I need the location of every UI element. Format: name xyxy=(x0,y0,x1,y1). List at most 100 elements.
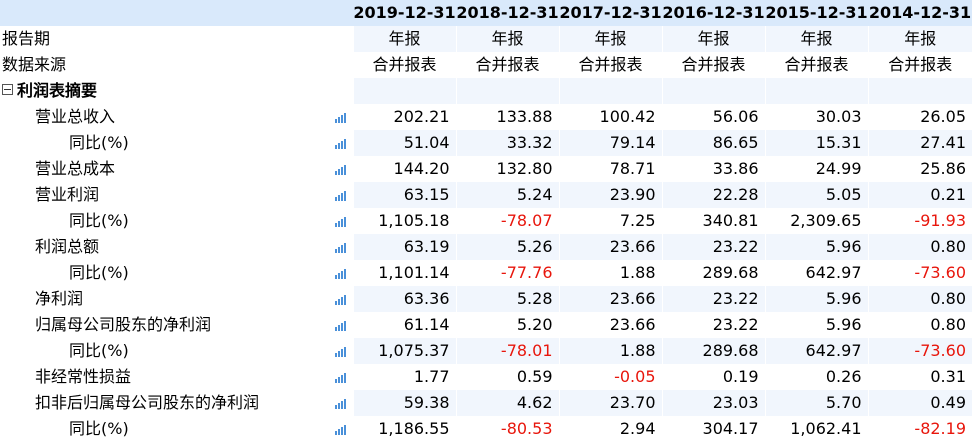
section-title: 利润表摘要 xyxy=(17,81,98,100)
value-cell: -73.60 xyxy=(867,260,972,286)
table-row: 营业总成本 144.20 132.80 78.71 33.86 24.99 25.86 xyxy=(0,156,972,182)
row-label: 归属母公司股东的净利润 xyxy=(35,315,212,334)
empty-cell xyxy=(661,78,765,104)
row-label: 同比(%) xyxy=(69,263,129,282)
bar-chart-icon[interactable] xyxy=(334,113,347,123)
bar-chart-icon[interactable] xyxy=(334,243,347,253)
row-label-cell: 报告期 xyxy=(0,26,353,52)
value-cell: 合并报表 xyxy=(558,52,662,78)
value-cell: 61.14 xyxy=(352,312,456,338)
value-cell: 23.70 xyxy=(558,390,662,416)
row-label-cell: 扣非后归属母公司股东的净利润 xyxy=(0,390,353,416)
table-row: 营业总收入 202.21 133.88 100.42 56.06 30.03 26.05 xyxy=(0,104,972,130)
table-row: 净利润 63.36 5.28 23.66 23.22 5.96 0.80 xyxy=(0,286,972,312)
table-row: 同比(%) 1,101.14 -77.76 1.88 289.68 642.97 -73.6… xyxy=(0,260,972,286)
report-period-row: 报告期 年报 年报 年报 年报 年报 年报 xyxy=(0,26,972,52)
row-label-cell: 非经常性损益 xyxy=(0,364,353,390)
date-header[interactable]: 2016-12-31 xyxy=(662,0,765,26)
row-label-cell: 利润总额 xyxy=(0,234,353,260)
value-cell: 5.70 xyxy=(764,390,868,416)
date-header-row: 2019-12-31 2018-12-31 2017-12-31 2016-12… xyxy=(0,0,972,26)
value-cell: 27.41 xyxy=(867,130,972,156)
date-header[interactable]: 2014-12-31 xyxy=(868,0,972,26)
value-cell: -78.07 xyxy=(455,208,559,234)
date-header[interactable]: 2019-12-31 xyxy=(353,0,456,26)
bar-chart-icon[interactable] xyxy=(334,295,347,305)
row-label-cell: 同比(%) xyxy=(0,130,353,156)
table-row: 利润总额 63.19 5.26 23.66 23.22 5.96 0.80 xyxy=(0,234,972,260)
date-header[interactable]: 2018-12-31 xyxy=(456,0,559,26)
value-cell: 23.22 xyxy=(661,312,765,338)
value-cell: 2.94 xyxy=(558,416,662,442)
table-row: 同比(%) 1,105.18 -78.07 7.25 340.81 2,309.65 -91… xyxy=(0,208,972,234)
value-cell: 23.90 xyxy=(558,182,662,208)
collapse-minus-icon[interactable] xyxy=(2,84,13,95)
table-row: 同比(%) 51.04 33.32 79.14 86.65 15.31 27.41 xyxy=(0,130,972,156)
value-cell: 1.88 xyxy=(558,260,662,286)
row-label: 营业利润 xyxy=(35,185,100,204)
value-cell: 63.36 xyxy=(352,286,456,312)
date-header[interactable]: 2017-12-31 xyxy=(559,0,662,26)
value-cell: 年报 xyxy=(455,26,559,52)
row-label: 扣非后归属母公司股东的净利润 xyxy=(35,393,260,412)
row-label: 净利润 xyxy=(35,289,84,308)
value-cell: 合并报表 xyxy=(867,52,972,78)
value-cell: 0.21 xyxy=(867,182,972,208)
bar-chart-icon[interactable] xyxy=(334,139,347,149)
value-cell: 63.19 xyxy=(352,234,456,260)
value-cell: 年报 xyxy=(352,26,456,52)
value-cell: 33.32 xyxy=(455,130,559,156)
empty-cell xyxy=(558,78,662,104)
value-cell: 289.68 xyxy=(661,338,765,364)
table-row: 营业利润 63.15 5.24 23.90 22.28 5.05 0.21 xyxy=(0,182,972,208)
value-cell: 86.65 xyxy=(661,130,765,156)
row-label-cell: 归属母公司股东的净利润 xyxy=(0,312,353,338)
value-cell: 1,105.18 xyxy=(352,208,456,234)
value-cell: 23.66 xyxy=(558,312,662,338)
value-cell: 1,075.37 xyxy=(352,338,456,364)
value-cell: 340.81 xyxy=(661,208,765,234)
bar-chart-icon[interactable] xyxy=(334,321,347,331)
value-cell: 144.20 xyxy=(352,156,456,182)
value-cell: 78.71 xyxy=(558,156,662,182)
value-cell: 0.31 xyxy=(867,364,972,390)
value-cell: 59.38 xyxy=(352,390,456,416)
section-label-cell[interactable]: 利润表摘要 xyxy=(0,78,353,104)
value-cell: 0.49 xyxy=(867,390,972,416)
value-cell: 5.05 xyxy=(764,182,868,208)
date-header[interactable]: 2015-12-31 xyxy=(765,0,868,26)
value-cell: 0.26 xyxy=(764,364,868,390)
bar-chart-icon[interactable] xyxy=(334,399,347,409)
value-cell: 23.22 xyxy=(661,286,765,312)
value-cell: -80.53 xyxy=(455,416,559,442)
value-cell: 202.21 xyxy=(352,104,456,130)
value-cell: 1,062.41 xyxy=(764,416,868,442)
value-cell: -77.76 xyxy=(455,260,559,286)
value-cell: 51.04 xyxy=(352,130,456,156)
value-cell: 642.97 xyxy=(764,260,868,286)
bar-chart-icon[interactable] xyxy=(334,347,347,357)
bar-chart-icon[interactable] xyxy=(334,165,347,175)
data-source-row: 数据来源 合并报表 合并报表 合并报表 合并报表 合并报表 合并报表 xyxy=(0,52,972,78)
value-cell: 23.66 xyxy=(558,234,662,260)
value-cell: 23.66 xyxy=(558,286,662,312)
row-label: 营业总成本 xyxy=(35,159,116,178)
value-cell: 年报 xyxy=(558,26,662,52)
bar-chart-icon[interactable] xyxy=(334,373,347,383)
value-cell: 年报 xyxy=(661,26,765,52)
row-label-cell: 营业总成本 xyxy=(0,156,353,182)
value-cell: -91.93 xyxy=(867,208,972,234)
value-cell: 5.28 xyxy=(455,286,559,312)
row-label: 同比(%) xyxy=(69,211,129,230)
value-cell: 合并报表 xyxy=(352,52,456,78)
bar-chart-icon[interactable] xyxy=(334,191,347,201)
bar-chart-icon[interactable] xyxy=(334,425,347,435)
row-label-cell: 同比(%) xyxy=(0,338,353,364)
value-cell: 289.68 xyxy=(661,260,765,286)
bar-chart-icon[interactable] xyxy=(334,217,347,227)
bar-chart-icon[interactable] xyxy=(334,269,347,279)
value-cell: -82.19 xyxy=(867,416,972,442)
value-cell: 30.03 xyxy=(764,104,868,130)
value-cell: 642.97 xyxy=(764,338,868,364)
